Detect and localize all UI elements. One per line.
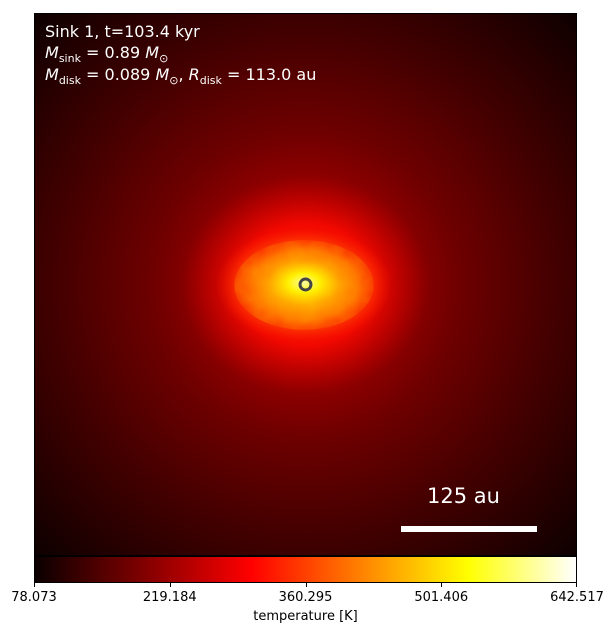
disk-mass-symbol: M xyxy=(45,65,59,84)
disk-radius-symbol: R xyxy=(188,65,200,84)
scale-bar xyxy=(401,526,537,532)
annotation-line-1: Sink 1, t=103.4 kyr xyxy=(45,22,200,41)
colorbar-tick-mark xyxy=(576,583,577,587)
sink-mass-unit-subscript: ⊙ xyxy=(159,52,169,66)
colorbar-tick-mark xyxy=(34,583,35,587)
colorbar-tick-label: 360.295 xyxy=(278,590,333,605)
colorbar xyxy=(34,556,577,583)
temperature-map xyxy=(35,14,576,555)
colorbar-tick-label: 78.073 xyxy=(11,590,57,605)
colorbar-tick-label: 501.406 xyxy=(414,590,469,605)
disk-radius-subscript: disk xyxy=(199,74,222,88)
disk-mass-value: = 0.089 xyxy=(86,65,151,84)
disk-radius-value: = 113.0 au xyxy=(227,65,317,84)
annotation-line-2: Msink = 0.89 M⊙ xyxy=(45,43,169,66)
colorbar-tick-mark xyxy=(169,583,171,587)
colorbar-tick-label: 219.184 xyxy=(142,590,197,605)
sink-mass-unit: M xyxy=(145,43,160,62)
heatmap-plot-area: Sink 1, t=103.4 kyr Msink = 0.89 M⊙ Mdis… xyxy=(34,13,577,556)
scale-bar-label: 125 au xyxy=(427,484,500,508)
sink-mass-subscript: sink xyxy=(58,52,81,66)
colorbar-tick-mark xyxy=(441,583,443,587)
sink-mass-symbol: M xyxy=(45,43,59,62)
colorbar-tick-label: 642.517 xyxy=(550,590,604,605)
disk-mass-unit: M xyxy=(155,65,170,84)
disk-mass-unit-subscript: ⊙ xyxy=(169,74,179,88)
colorbar-label: temperature [K] xyxy=(253,609,358,624)
colorbar-tick-mark xyxy=(305,583,307,587)
annotation-line-3: Mdisk = 0.089 M⊙, Rdisk = 113.0 au xyxy=(45,65,317,88)
disk-mass-subscript: disk xyxy=(58,74,81,88)
sink-marker xyxy=(298,277,313,292)
sink-mass-value: = 0.89 xyxy=(86,43,141,62)
disk-core xyxy=(268,261,340,305)
annotation-separator: , xyxy=(178,65,189,84)
